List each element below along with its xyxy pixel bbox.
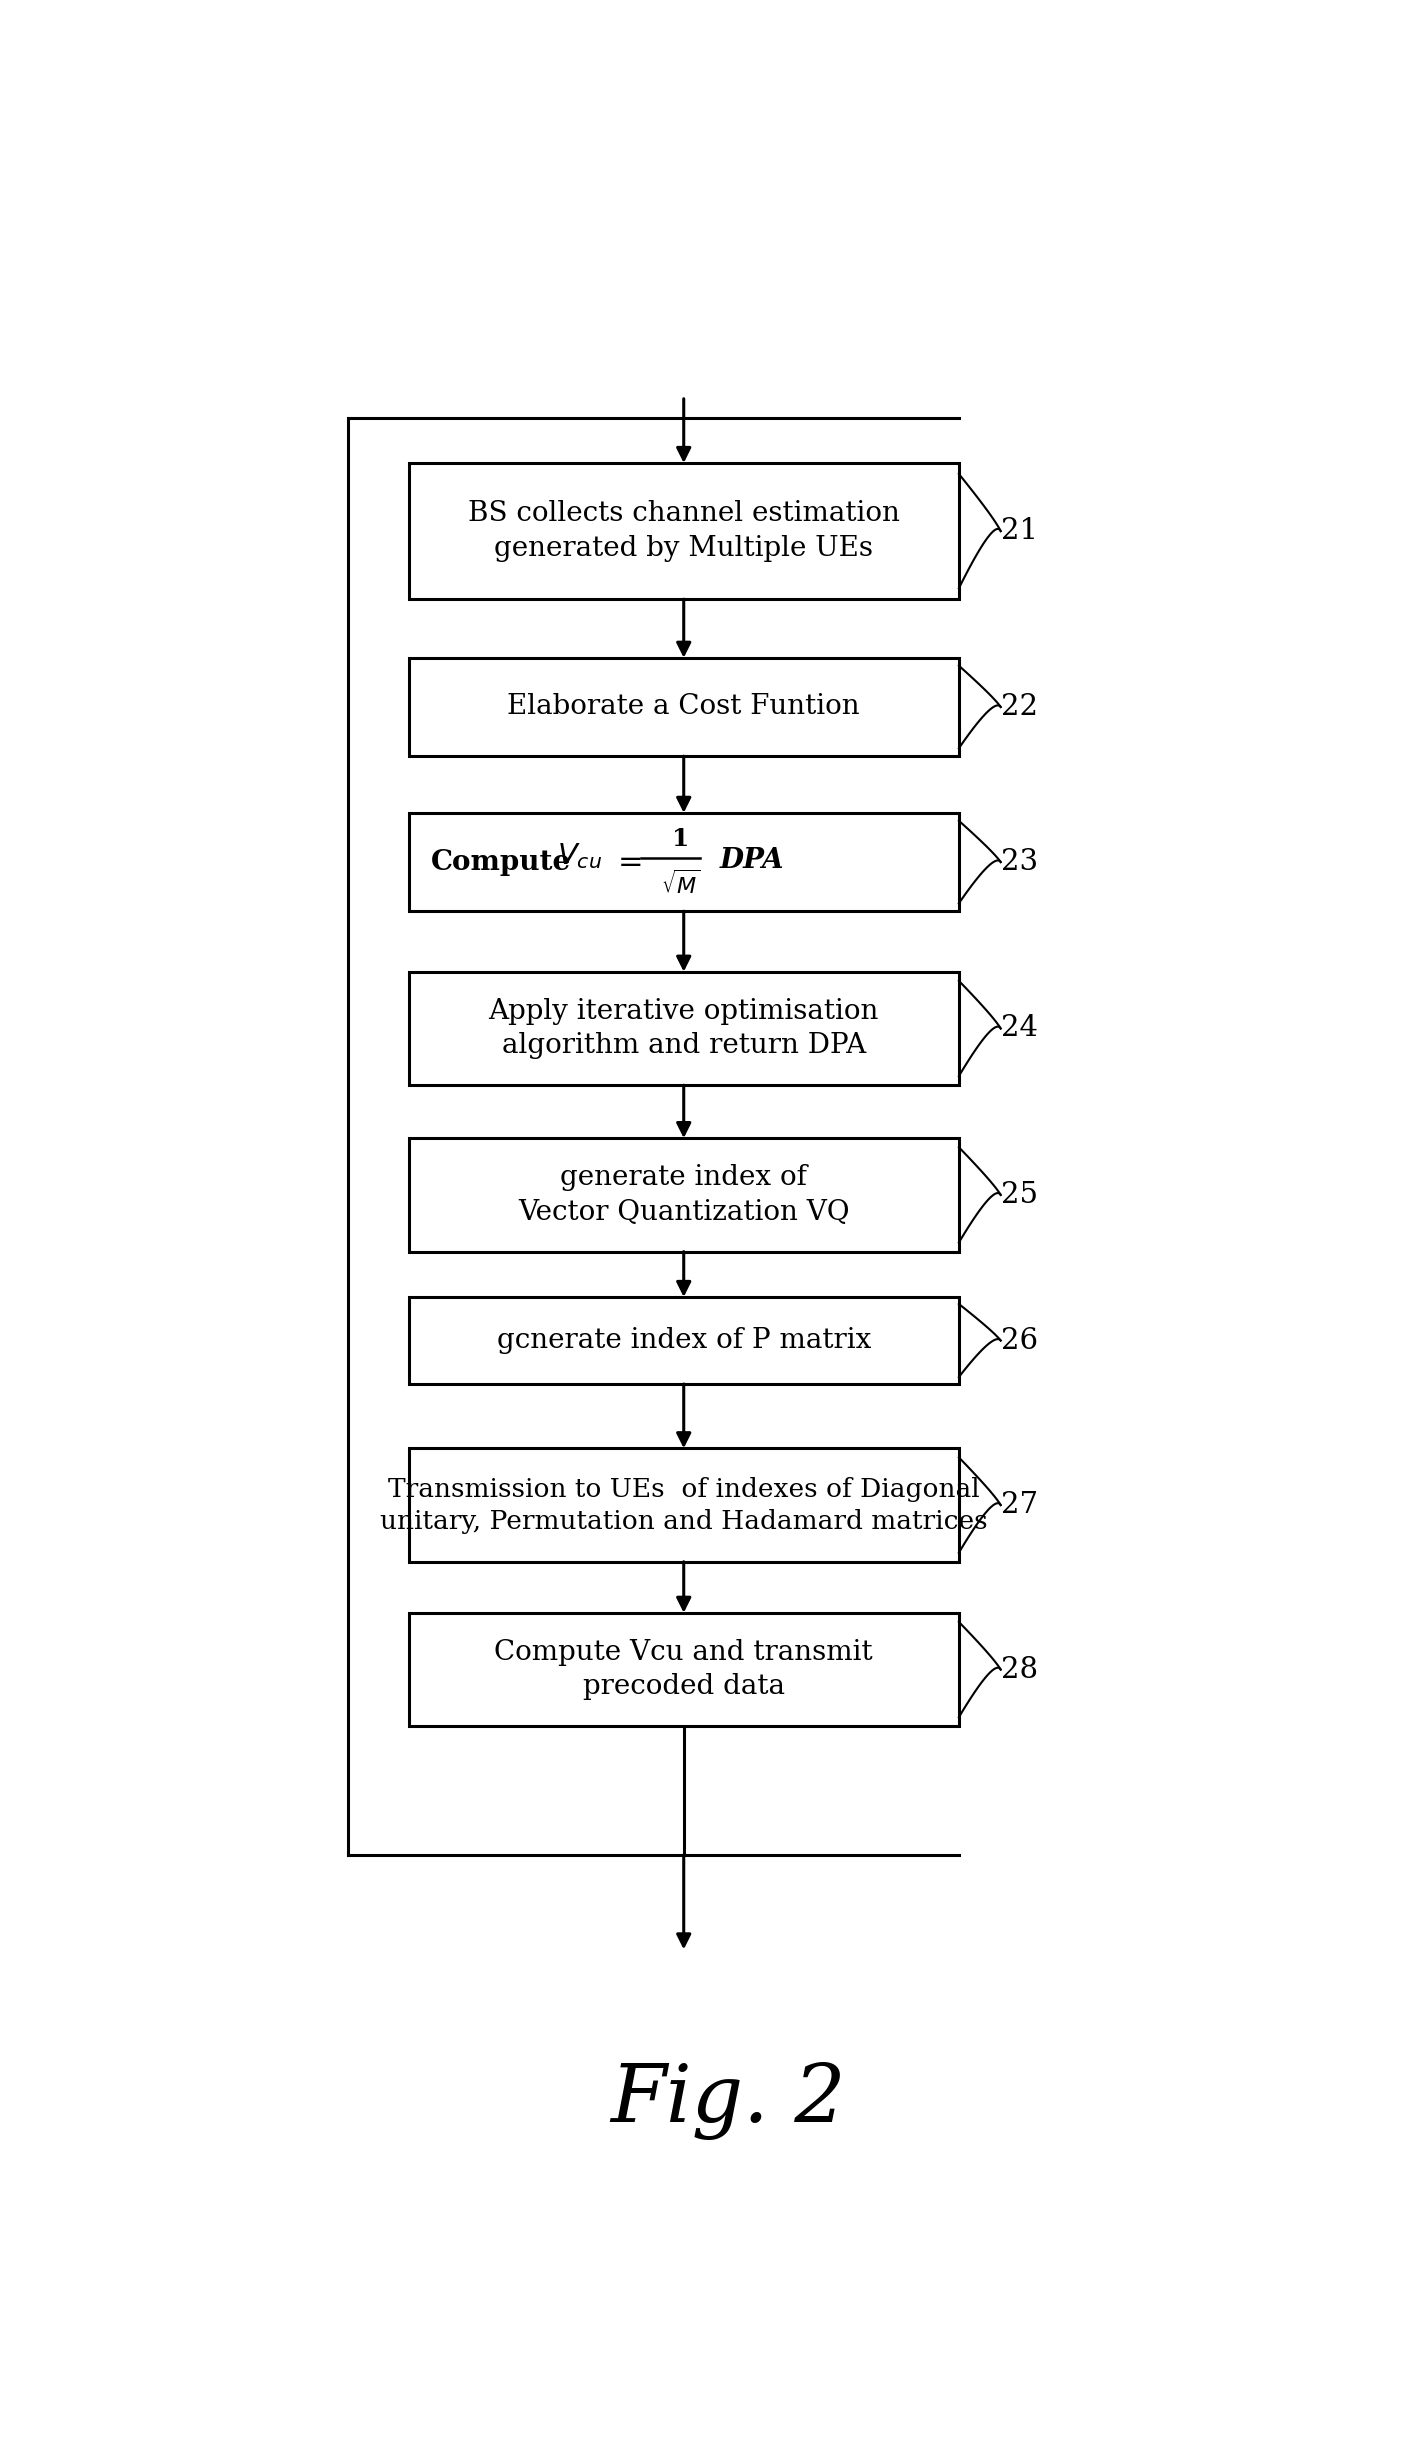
Text: 26: 26 bbox=[1001, 1326, 1038, 1356]
Text: 21: 21 bbox=[1001, 518, 1038, 545]
Bar bbox=[409, 1137, 958, 1253]
Text: generate index of
Vector Quantization VQ: generate index of Vector Quantization VQ bbox=[518, 1164, 849, 1226]
Text: $\sqrt{M}$: $\sqrt{M}$ bbox=[660, 869, 700, 899]
Bar bbox=[409, 1614, 958, 1727]
Bar bbox=[409, 1297, 958, 1385]
Text: Apply iterative optimisation
algorithm and return DPA: Apply iterative optimisation algorithm a… bbox=[488, 997, 879, 1059]
Text: Compute: Compute bbox=[430, 850, 571, 874]
Bar bbox=[409, 973, 958, 1086]
Text: Fig. 2: Fig. 2 bbox=[611, 2061, 845, 2139]
Text: DPA: DPA bbox=[720, 847, 784, 874]
Text: BS collects channel estimation
generated by Multiple UEs: BS collects channel estimation generated… bbox=[467, 501, 900, 562]
Bar bbox=[409, 813, 958, 911]
Text: 27: 27 bbox=[1001, 1491, 1038, 1520]
Text: gcnerate index of P matrix: gcnerate index of P matrix bbox=[497, 1326, 870, 1353]
Text: $V_{cu}$: $V_{cu}$ bbox=[557, 842, 602, 872]
Text: Elaborate a Cost Funtion: Elaborate a Cost Funtion bbox=[507, 693, 861, 720]
Text: Compute Vcu and transmit
precoded data: Compute Vcu and transmit precoded data bbox=[494, 1638, 873, 1700]
Text: $=$: $=$ bbox=[612, 845, 642, 877]
Text: 1: 1 bbox=[672, 828, 689, 852]
Bar bbox=[409, 464, 958, 599]
Text: Transmission to UEs  of indexes of Diagonal
unitary, Permutation and Hadamard ma: Transmission to UEs of indexes of Diagon… bbox=[381, 1476, 987, 1533]
Text: 22: 22 bbox=[1001, 693, 1038, 722]
Text: 23: 23 bbox=[1001, 847, 1038, 877]
Bar bbox=[409, 658, 958, 756]
Text: 24: 24 bbox=[1001, 1014, 1038, 1041]
Bar bbox=[409, 1449, 958, 1562]
Text: 28: 28 bbox=[1001, 1655, 1038, 1682]
Text: 25: 25 bbox=[1001, 1181, 1038, 1208]
